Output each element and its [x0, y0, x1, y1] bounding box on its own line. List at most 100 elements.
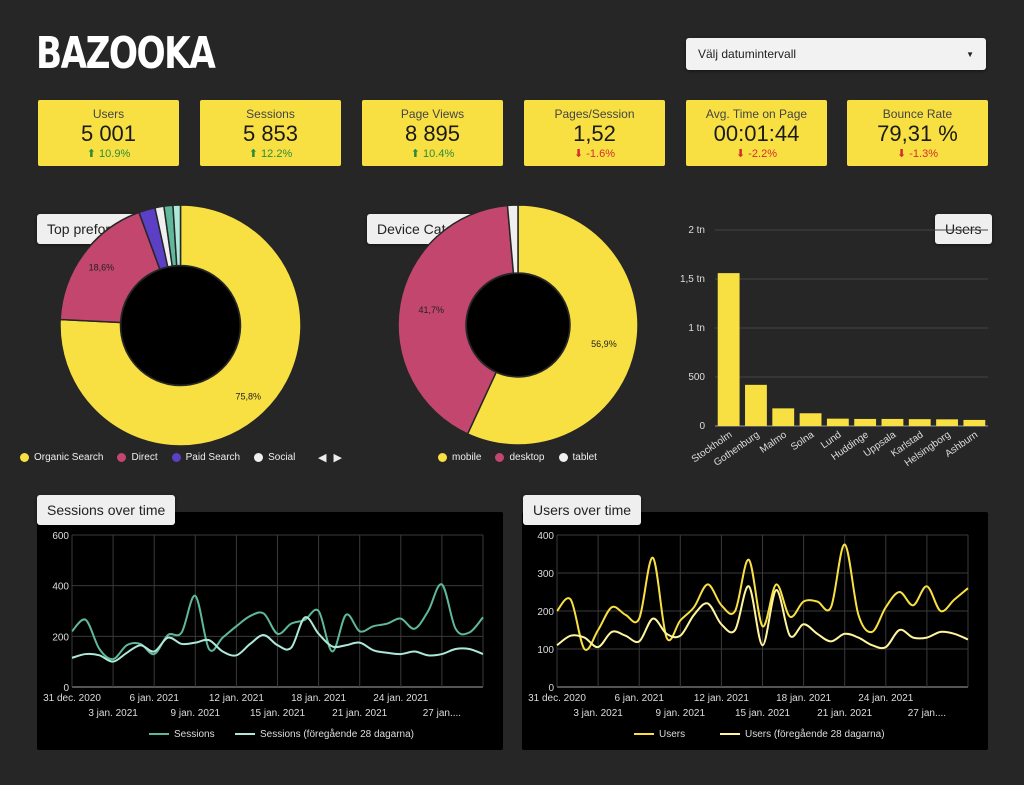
- kpi-label: Avg. Time on Page: [705, 107, 808, 121]
- y-tick-label: 200: [537, 607, 554, 618]
- slice-tablet[interactable]: [506, 205, 519, 275]
- series-line-0[interactable]: [556, 543, 969, 651]
- slice-desktop[interactable]: [398, 205, 515, 435]
- kpi-delta-value: -1.3%: [909, 148, 939, 160]
- device-donut-chart: 56,9% 41,7%: [398, 205, 638, 445]
- series-line-0[interactable]: [71, 583, 484, 661]
- slice-organic-search[interactable]: [60, 205, 301, 446]
- slice-mobile[interactable]: [466, 205, 638, 445]
- legend-item[interactable]: Users: [634, 729, 685, 740]
- arrow-down-icon: ⬇: [896, 148, 907, 160]
- kpi-delta: ⬆ 10.4%: [362, 147, 503, 161]
- legend-item-social[interactable]: Social: [254, 452, 295, 463]
- y-tick-label: 600: [52, 531, 69, 542]
- kpi-card-bounce-rate: Bounce Rate 79,31 % ⬇ -1.3%: [847, 100, 988, 166]
- legend-item-mobile[interactable]: mobile: [438, 452, 481, 463]
- kpi-card-avg-time-on-page: Avg. Time on Page 00:01:44 ⬇ -2.2%: [686, 100, 827, 166]
- kpi-delta: ⬇ -2.2%: [686, 147, 827, 161]
- y-tick-label: 200: [52, 632, 69, 643]
- legend-label: Users: [659, 729, 685, 740]
- bar-helsingborg[interactable]: [936, 419, 958, 426]
- x-tick-label: 31 dec. 2020: [43, 693, 101, 704]
- slice-label: 56,9%: [591, 339, 617, 349]
- legend-item-paid-search[interactable]: Paid Search: [171, 452, 241, 463]
- kpi-delta-value: -2.2%: [748, 148, 778, 160]
- legend-item-organic-search[interactable]: Organic Search: [20, 452, 103, 463]
- slice-direct[interactable]: [60, 211, 161, 324]
- y-tick-label: 0: [63, 683, 69, 694]
- legend-label: Social: [268, 452, 296, 463]
- bar-karlstad[interactable]: [908, 419, 931, 426]
- legend-swatch: [171, 453, 181, 462]
- legend-label: Sessions: [174, 729, 215, 740]
- kpi-label: Bounce Rate: [882, 107, 953, 121]
- kpi-label: Page Views: [400, 107, 465, 121]
- y-tick-label: 500: [688, 372, 705, 383]
- y-tick-label: 2 tn: [688, 225, 705, 236]
- donut-hole: [467, 274, 569, 376]
- bar-solna[interactable]: [799, 413, 822, 426]
- x-tick-label: 21 jan. 2021: [332, 708, 387, 719]
- x-tick-label: 6 jan. 2021: [614, 693, 664, 704]
- kpi-card-page-views: Page Views 8 895 ⬆ 10.4%: [362, 100, 503, 166]
- bar-ashburn[interactable]: [963, 419, 986, 426]
- users-line-chart: 0 100 200 300 400 31 dec. 2020 6 jan. 2021 12 j…: [528, 531, 969, 740]
- kpi-card-pages-session: Pages/Session 1,52 ⬇ -1.6%: [524, 100, 665, 166]
- x-tick-label: Solna: [789, 429, 817, 453]
- series-line-1[interactable]: [556, 585, 969, 650]
- date-range-select[interactable]: Välj datumintervall ▼: [686, 38, 986, 70]
- x-tick-label: 12 jan. 2021: [209, 693, 264, 704]
- legend-label: Users (föregående 28 dagarna): [745, 728, 885, 740]
- x-tick-label: 27 jan....: [908, 708, 946, 719]
- y-tick-label: 300: [537, 569, 554, 580]
- kpi-delta-value: 10.4%: [423, 148, 455, 160]
- x-tick-label: 3 jan. 2021: [573, 708, 623, 719]
- x-tick-label: 18 jan. 2021: [291, 693, 346, 704]
- bar-lund[interactable]: [826, 418, 849, 426]
- users-bar-title: Users: [935, 214, 992, 244]
- x-tick-label: 15 jan. 2021: [250, 708, 305, 719]
- legend-item-direct[interactable]: Direct: [117, 452, 158, 463]
- legend-label: mobile: [452, 452, 482, 463]
- arrow-up-icon: ⬆: [410, 148, 420, 160]
- arrow-up-icon: ⬆: [248, 148, 258, 160]
- y-tick-label: 400: [537, 531, 554, 542]
- kpi-delta: ⬆ 10.9%: [38, 147, 179, 161]
- donut-hole: [121, 266, 240, 385]
- kpi-label: Pages/Session: [554, 107, 635, 121]
- legend-label: Sessions (föregående 28 dagarna): [260, 728, 414, 740]
- bar-huddinge[interactable]: [854, 418, 877, 426]
- bar-stockholm[interactable]: [717, 273, 740, 426]
- x-tick-label: 12 jan. 2021: [694, 693, 749, 704]
- slice-other-b[interactable]: [172, 205, 182, 267]
- caret-down-icon: ▼: [966, 49, 974, 59]
- bar-uppsala[interactable]: [881, 418, 904, 426]
- legend-label: Paid Search: [185, 452, 241, 463]
- legend-item[interactable]: Users (föregående 28 dagarna): [720, 728, 885, 740]
- kpi-delta: ⬆ 12.2%: [200, 147, 341, 161]
- legend-item[interactable]: Sessions: [149, 729, 215, 740]
- kpi-delta-value: 10.9%: [99, 148, 131, 160]
- legend-item-tablet[interactable]: tablet: [558, 452, 597, 463]
- kpi-value: 5 001: [80, 121, 137, 146]
- y-tick-label: 400: [52, 582, 69, 593]
- kpi-value: 79,31 %: [877, 121, 958, 146]
- bar-malmo[interactable]: [772, 408, 795, 426]
- kpi-value: 5 853: [242, 121, 299, 146]
- legend-label: desktop: [509, 452, 545, 463]
- date-range-label: Välj datumintervall: [698, 47, 797, 61]
- bar-gothenburg[interactable]: [745, 384, 767, 426]
- legend-item[interactable]: Sessions (föregående 28 dagarna): [235, 728, 414, 740]
- legend-pager[interactable]: ◀ ▶: [318, 452, 344, 464]
- y-tick-label: 0: [699, 421, 705, 432]
- x-tick-label: 3 jan. 2021: [88, 708, 138, 719]
- kpi-card-users: Users 5 001 ⬆ 10.9%: [38, 100, 179, 166]
- arrow-up-icon: ⬆: [86, 148, 96, 160]
- y-tick-label: 100: [537, 645, 554, 656]
- slice-label: 41,7%: [419, 305, 445, 315]
- legend-swatch: [117, 453, 127, 462]
- sessions-title: Sessions over time: [37, 495, 176, 525]
- legend-item-desktop[interactable]: desktop: [495, 452, 545, 463]
- series-line-1[interactable]: [71, 616, 484, 663]
